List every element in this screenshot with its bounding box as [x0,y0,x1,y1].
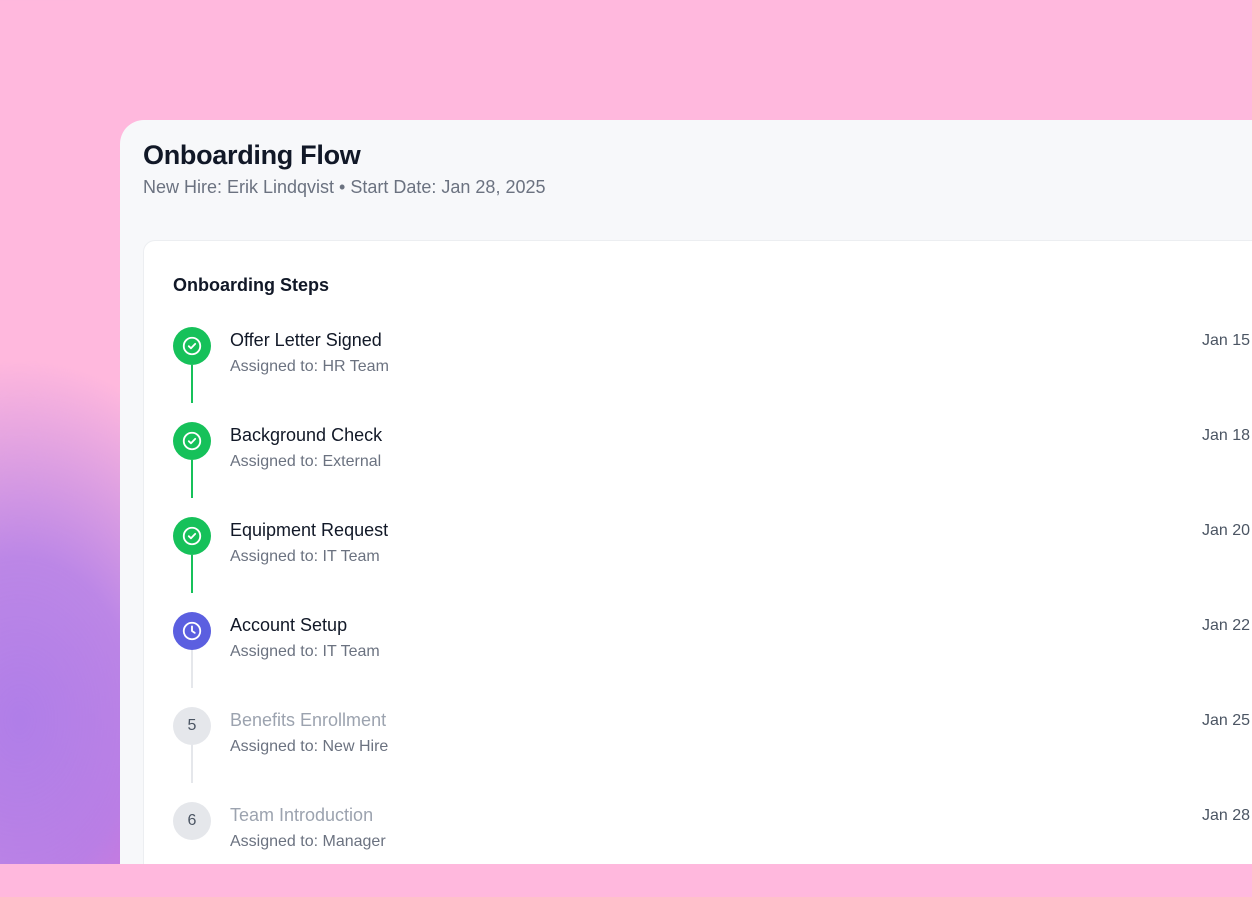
card-title: Onboarding Steps [173,275,330,295]
step-assignee: Assigned to: IT Team [230,548,380,565]
step-item[interactable]: Equipment Request Assigned to: IT Team J… [173,517,1250,612]
step-date: Jan 18 [1201,427,1250,444]
step-item[interactable]: 6 Team Introduction Assigned to: Manager … [173,802,1250,897]
timeline-connector [191,555,193,593]
step-title: Offer Letter Signed [230,330,382,350]
step-title: Benefits Enrollment [230,710,387,730]
step-item[interactable]: 5 Benefits Enrollment Assigned to: New Hi… [173,707,1250,802]
step-date: Jan 28 [1201,807,1250,824]
step-assignee: Assigned to: New Hire [230,738,389,755]
step-title: Background Check [230,425,383,445]
step-number: 6 [173,802,211,840]
timeline-connector [191,650,193,688]
page-title: Onboarding Flow [143,140,361,170]
step-title: Team Introduction [230,805,374,825]
step-number: 5 [173,707,211,745]
step-date: Jan 20 [1201,522,1250,539]
step-date: Jan 15 [1201,332,1250,349]
onboarding-steps-card: Onboarding Steps Offer Letter Signed Ass… [143,240,1252,864]
check-circle-icon [173,517,211,555]
timeline-connector [191,745,193,783]
onboarding-window: Onboarding Flow New Hire: Erik Lindqvist… [120,120,1252,864]
timeline-connector [191,460,193,498]
step-assignee: Assigned to: External [230,453,382,470]
step-assignee: Assigned to: HR Team [230,358,389,375]
step-item[interactable]: Offer Letter Signed Assigned to: HR Team… [173,327,1250,422]
step-date: Jan 22 [1201,617,1250,634]
step-date: Jan 25 [1201,712,1250,729]
timeline-connector [191,365,193,403]
step-title: Account Setup [230,615,348,635]
step-item[interactable]: Background Check Assigned to: External J… [173,422,1250,517]
step-title: Equipment Request [230,520,389,540]
step-assignee: Assigned to: IT Team [230,643,380,660]
page-subtitle: New Hire: Erik Lindqvist • Start Date: J… [143,177,546,197]
check-circle-icon [173,422,211,460]
clock-icon [173,612,211,650]
step-item[interactable]: Account Setup Assigned to: IT Team Jan 2… [173,612,1250,707]
check-circle-icon [173,327,211,365]
step-assignee: Assigned to: Manager [230,833,386,850]
